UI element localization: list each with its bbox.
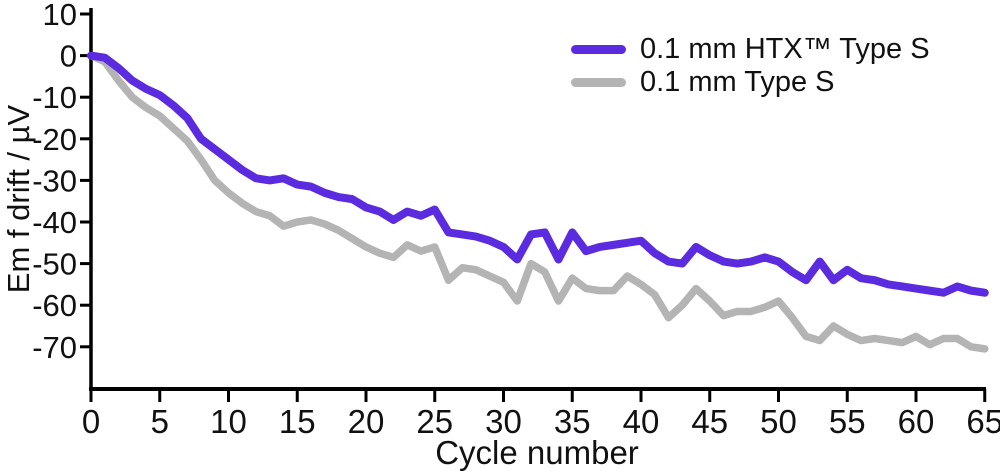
x-tick-label: 55	[829, 403, 866, 440]
y-axis-title: Em f drift / µV	[1, 104, 36, 294]
x-tick-label: 50	[760, 403, 797, 440]
y-tick-label: 0	[60, 39, 77, 74]
x-tick-label: 0	[82, 403, 100, 440]
y-tick-label: -30	[32, 163, 77, 198]
legend-label-htx: 0.1 mm HTX™ Type S	[640, 32, 930, 65]
x-tick-label: 5	[151, 403, 169, 440]
y-tick-label: -20	[32, 122, 77, 157]
x-tick-label: 35	[554, 403, 591, 440]
y-tick-label: 10	[43, 0, 77, 32]
x-axis-title: Cycle number	[435, 434, 639, 471]
y-tick-label: -60	[32, 288, 77, 323]
legend-item-htx: 0.1 mm HTX™ Type S	[571, 32, 930, 65]
x-tick-label: 60	[898, 403, 935, 440]
x-tick-label: 20	[348, 403, 385, 440]
x-tick-label: 30	[485, 403, 522, 440]
x-tick-label: 25	[416, 403, 453, 440]
y-tick-label: -10	[32, 80, 77, 115]
y-tick-label: -40	[32, 205, 77, 240]
legend: 0.1 mm HTX™ Type S 0.1 mm Type S	[571, 32, 930, 98]
x-tick-label: 40	[623, 403, 660, 440]
plain-series-swatch	[571, 77, 626, 87]
htx-series-swatch	[571, 44, 626, 54]
y-tick-label: -50	[32, 247, 77, 282]
legend-item-plain: 0.1 mm Type S	[571, 65, 930, 98]
x-tick-label: 65	[966, 403, 1000, 440]
legend-label-plain: 0.1 mm Type S	[640, 65, 835, 98]
plain-series-line	[87, 51, 989, 353]
x-tick-label: 10	[210, 403, 247, 440]
x-tick-label: 45	[691, 403, 728, 440]
htx-series-line	[87, 51, 989, 297]
x-tick-label: 15	[279, 403, 316, 440]
y-tick-label: -70	[32, 330, 77, 365]
